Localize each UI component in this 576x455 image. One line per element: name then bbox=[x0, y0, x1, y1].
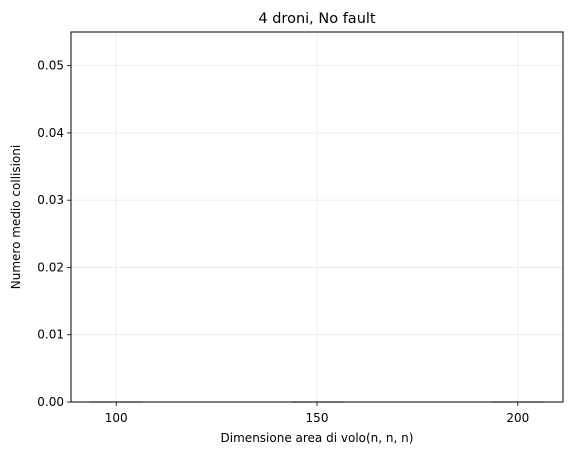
y-tick-label: 0.02 bbox=[37, 260, 64, 274]
grid bbox=[71, 32, 563, 403]
y-tick-label: 0.05 bbox=[37, 59, 64, 73]
chart-title: 4 droni, No fault bbox=[258, 11, 376, 27]
y-tick-label: 0.00 bbox=[37, 395, 64, 409]
y-tick-label: 0.04 bbox=[37, 126, 64, 140]
x-axis-label: Dimensione area di volo(n, n, n) bbox=[221, 431, 414, 445]
x-tick-label: 150 bbox=[306, 411, 329, 425]
x-axis: 100 150 200 bbox=[105, 402, 529, 425]
y-tick-label: 0.03 bbox=[37, 193, 64, 207]
x-tick-label: 200 bbox=[506, 411, 529, 425]
y-axis: 0.00 0.01 0.02 0.03 0.04 0.05 bbox=[37, 59, 71, 409]
x-tick-label: 100 bbox=[105, 411, 128, 425]
y-tick-label: 0.01 bbox=[37, 328, 64, 342]
y-axis-label: Numero medio collisioni bbox=[9, 145, 23, 289]
